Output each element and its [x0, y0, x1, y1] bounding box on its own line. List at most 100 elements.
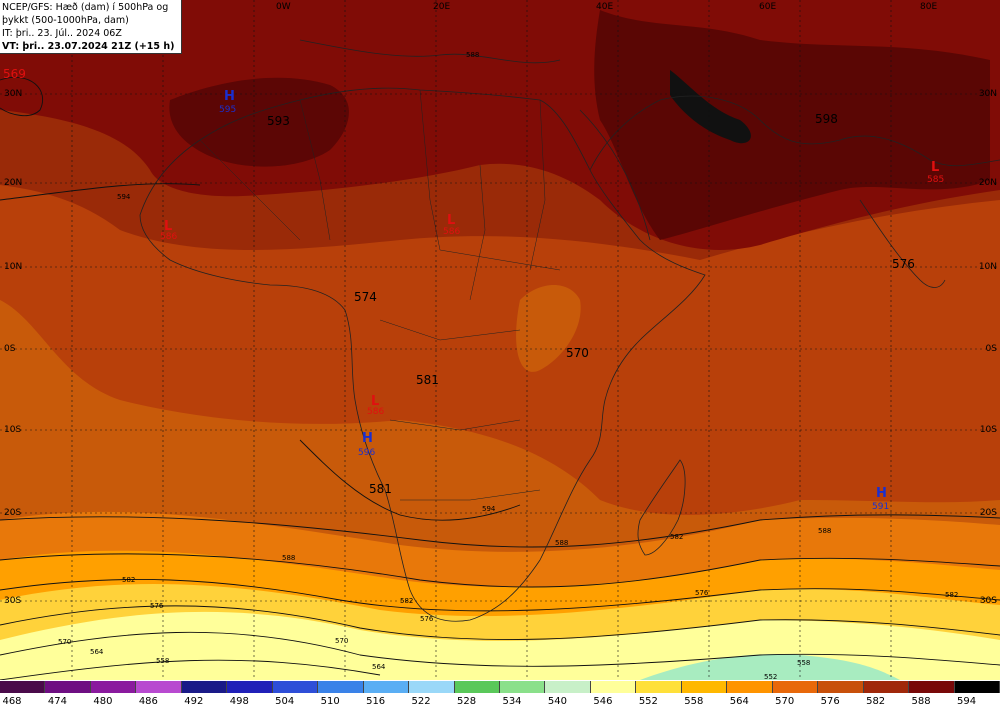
legend-swatch	[545, 681, 591, 693]
lon-label: 40E	[596, 2, 614, 12]
latlon-grid	[0, 0, 1000, 680]
lat-label: 10S	[4, 425, 22, 435]
legend-swatch	[909, 681, 955, 693]
contour-label: 593	[267, 114, 290, 128]
band-570-ea	[516, 285, 581, 372]
contour-label: 581	[369, 482, 392, 496]
contour-label-small: 564	[90, 648, 104, 656]
lat-label: 20N	[978, 178, 997, 188]
contour-label-small: 588	[818, 527, 832, 535]
band-594	[594, 10, 990, 240]
legend-tick-label: 480	[93, 696, 113, 707]
legend-tick-label: 492	[184, 696, 204, 707]
contour-label-small: 582	[122, 576, 136, 584]
legend-swatch	[818, 681, 864, 693]
low-pressure-value: 586	[367, 407, 385, 417]
high-pressure-marker: H	[876, 486, 887, 501]
lat-label: 20N	[4, 178, 23, 188]
contour-label-small: 552	[764, 673, 778, 680]
contour-label-small: 558	[797, 659, 811, 667]
legend-swatch	[636, 681, 682, 693]
contour-label-small: 576	[695, 589, 709, 597]
high-pressure-marker: H	[362, 431, 373, 446]
legend-swatch	[954, 681, 1000, 693]
map-canvas	[0, 0, 1000, 680]
legend-tick-label: 564	[729, 696, 749, 707]
contour-label-small: 576	[150, 602, 164, 610]
product-subtitle: þykkt (500-1000hPa, dam)	[2, 15, 129, 26]
contour-label: 570	[566, 346, 589, 360]
init-time: IT: þri.. 23. Júl.. 2024 06Z	[2, 28, 122, 39]
lon-label: 80E	[920, 2, 938, 12]
contour-label-small: 594	[117, 193, 131, 201]
color-legend: 468 474 480 486 492 498 504 510 516 522 528 534 540 5…	[0, 680, 1000, 709]
contour-label-small: 582	[400, 597, 414, 605]
lat-label: 30N	[4, 89, 23, 99]
legend-tick-label: 570	[775, 696, 795, 707]
lat-label: 10S	[979, 425, 997, 435]
lat-label: 20S	[4, 508, 22, 518]
lat-label: 20S	[979, 508, 997, 518]
legend-tick-label: 540	[547, 696, 567, 707]
contour-label: 574	[354, 290, 377, 304]
band-594-sahara	[169, 77, 349, 167]
legend-tick-label: 516	[366, 696, 386, 707]
lon-label: 20E	[433, 2, 451, 12]
low-pressure-marker: L	[447, 213, 456, 228]
weather-map: 0W 20E 40E 60E 80E 30N 20N 10N 0S 10S 20…	[0, 0, 1000, 680]
legend-tick-label: 546	[593, 696, 613, 707]
legend-swatch	[863, 681, 910, 693]
legend-tick-label: 576	[820, 696, 840, 707]
legend-tick-label: 474	[47, 696, 67, 707]
contour-label-small: 576	[420, 615, 434, 623]
legend-tick-label: 582	[866, 696, 886, 707]
contour-label-small: 594	[482, 505, 496, 513]
lat-label: 0S	[4, 344, 16, 354]
valid-time: VT: þri.. 23.07.2024 21Z (+15 h)	[2, 41, 175, 52]
legend-swatch	[727, 681, 773, 693]
low-pressure-marker: L	[164, 219, 173, 234]
legend-swatch	[0, 681, 46, 693]
legend-swatch	[181, 681, 228, 693]
legend-tick-label: 504	[275, 696, 295, 707]
lon-label: 0W	[276, 2, 291, 12]
contour-label: 581	[416, 373, 439, 387]
contour-label-small: 588	[282, 554, 296, 562]
legend-tick-label: 486	[138, 696, 158, 707]
legend-swatch	[227, 681, 273, 693]
legend-tick-label: 552	[638, 696, 658, 707]
band-600	[670, 70, 751, 144]
contour-label-small: 582	[945, 591, 959, 599]
contour-label-small: 564	[372, 663, 386, 671]
low-pressure-value: 586	[443, 227, 461, 237]
product-title: NCEP/GFS: Hæð (dam) í 500hPa og	[2, 2, 169, 13]
legend-tick-label: 510	[320, 696, 340, 707]
country-borders	[199, 89, 561, 501]
legend-tick-label: 522	[411, 696, 431, 707]
legend-swatch	[136, 681, 182, 693]
legend-tick-label: 498	[229, 696, 249, 707]
contour-label-small: 570	[58, 638, 72, 646]
legend-swatch	[590, 681, 637, 693]
map-info-box: NCEP/GFS: Hæð (dam) í 500hPa og þykkt (5…	[0, 0, 182, 54]
legend-tick-label: 594	[956, 696, 977, 707]
lat-label: 30S	[979, 596, 997, 606]
legend-tick-label: 558	[684, 696, 704, 707]
legend-swatch	[363, 681, 410, 693]
high-pressure-value: 591	[872, 502, 890, 512]
low-pressure-marker: L	[371, 394, 380, 409]
legend-swatch	[90, 681, 137, 693]
legend-tick-label: 588	[911, 696, 931, 707]
lat-label: 30N	[978, 89, 997, 99]
lat-label: 0S	[985, 344, 997, 354]
contour-label: 569	[3, 67, 26, 81]
legend-swatch	[272, 681, 319, 693]
legend-tick-label: 528	[456, 696, 477, 707]
coastlines	[139, 39, 1000, 622]
lat-label: 10N	[978, 262, 997, 272]
legend-swatch	[681, 681, 728, 693]
legend-swatch	[318, 681, 364, 693]
legend-tick-label: 468	[2, 696, 22, 707]
legend-swatch	[500, 681, 546, 693]
contour-label: 598	[815, 112, 838, 126]
